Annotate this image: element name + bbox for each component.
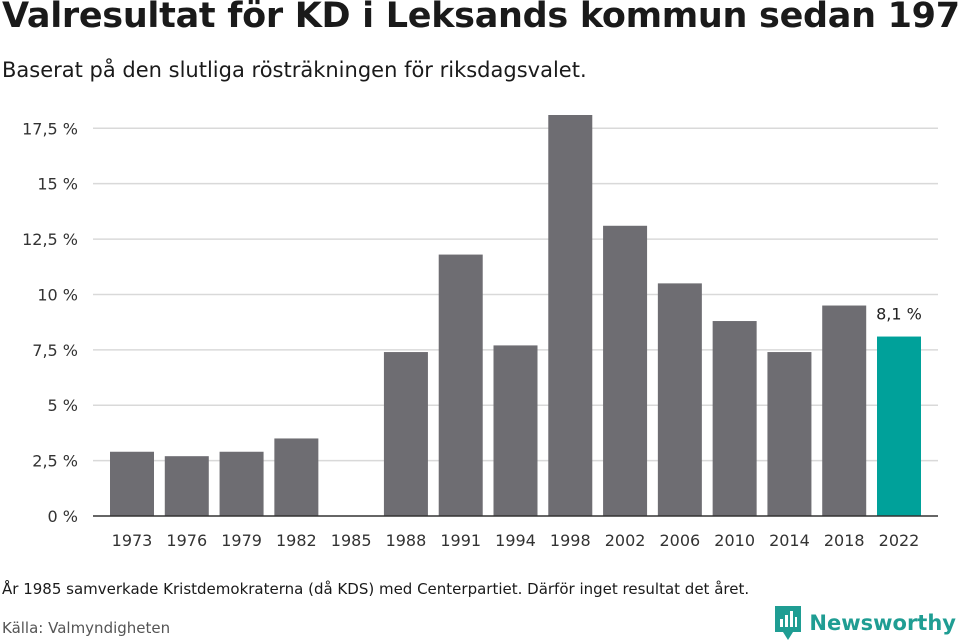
x-tick-label: 2022 [879,531,920,550]
x-tick-label: 2014 [769,531,810,550]
chart-subtitle: Baserat på den slutliga rösträkningen fö… [2,58,587,82]
y-tick-label: 12,5 % [22,230,78,249]
y-tick-label: 0 % [48,507,78,526]
source-credit: Källa: Valmyndigheten [2,619,171,637]
x-tick-label: 2018 [824,531,865,550]
x-axis: 1973 1976 1979 1982 1985 1988 1991 1994 1998 2002… [93,515,938,550]
bar-1994 [493,345,538,516]
y-tick-label: 10 % [37,285,78,304]
bar-1998 [548,115,593,516]
x-tick-label: 2002 [605,531,646,550]
y-tick-label: 15 % [37,175,78,194]
bar-2014 [767,352,812,516]
newsworthy-logo-icon [775,606,802,640]
data-label-2022: 8,1 % [876,305,922,324]
x-tick-label: 1985 [331,531,372,550]
y-tick-label: 17,5 % [22,119,78,138]
x-tick-label: 2010 [714,531,755,550]
y-tick-label: 5 % [48,396,78,415]
bar-1988 [383,352,428,516]
bar-1991 [438,254,483,516]
bars-layer: 8,1 % [110,115,922,516]
x-tick-label: 1979 [221,531,262,550]
brand-logo: Newsworthy [775,606,956,640]
y-tick-label: 7,5 % [32,341,78,360]
brand-name: Newsworthy [809,611,956,635]
x-tick-label: 1994 [495,531,536,550]
x-tick-label: 1998 [550,531,591,550]
chart-title: Valresultat för KD i Leksands kommun sed… [2,0,960,36]
footnote: År 1985 samverkade Kristdemokraterna (då… [2,580,750,598]
bar-1973 [110,451,154,516]
bar-2010 [712,321,757,516]
bar-1976 [164,456,209,516]
x-tick-label: 2006 [659,531,700,550]
bar-2002 [603,225,648,516]
x-tick-label: 1973 [112,531,153,550]
x-tick-label: 1991 [440,531,481,550]
bar-1982 [274,438,319,516]
bar-2022 [877,336,921,516]
y-tick-label: 2,5 % [32,452,78,471]
bar-2018 [822,305,867,516]
x-tick-label: 1976 [166,531,207,550]
x-tick-label: 1988 [386,531,427,550]
bar-2006 [657,283,702,516]
x-tick-label: 1982 [276,531,317,550]
bar-chart: 0 % 2,5 % 5 % 7,5 % 10 % 12,5 % 15 % 17,5 % 8,1… [22,115,938,550]
bar-1979 [219,451,264,516]
